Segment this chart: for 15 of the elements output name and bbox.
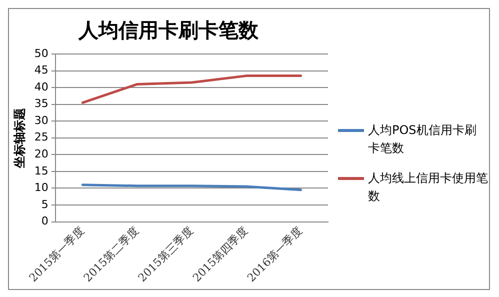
y-tick-label: 45 (34, 64, 48, 77)
y-tick-label: 15 (34, 164, 48, 178)
chart-title: 人均信用卡刷卡笔数 (78, 18, 260, 42)
y-tick-label: 5 (41, 198, 48, 211)
y-tick-label: 25 (34, 130, 48, 144)
legend-label: 人均线上信用卡使用笔数 (368, 170, 488, 205)
y-tick-label: 20 (34, 148, 48, 161)
legend-label: 人均POS机信用卡刷卡笔数 (368, 122, 478, 157)
y-tick-label: 10 (34, 181, 48, 194)
y-tick-label: 40 (34, 80, 48, 94)
y-tick-label: 35 (34, 97, 48, 110)
y-axis-title: 坐标轴标题 (12, 108, 26, 169)
y-tick-label: 30 (34, 114, 48, 127)
y-tick-label: 50 (34, 46, 48, 60)
y-tick-label: 0 (41, 214, 48, 228)
